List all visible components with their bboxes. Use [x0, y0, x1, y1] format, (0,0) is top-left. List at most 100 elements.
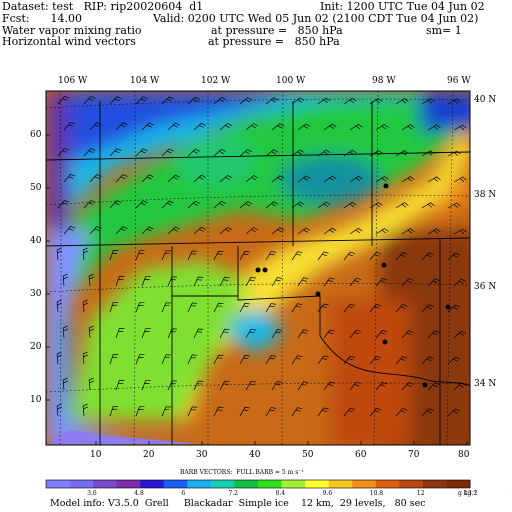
field1-name: Water vapor mixing ratio [2, 24, 142, 37]
colorbar-swatch [328, 480, 353, 488]
wind-barb [239, 406, 250, 417]
wind-barb [135, 96, 148, 105]
wind-barb [161, 148, 174, 157]
wind-barb [89, 122, 102, 131]
wind-barb [141, 328, 151, 339]
wind-barb [239, 250, 250, 261]
colorbar-swatch [116, 480, 141, 488]
wind-barb [89, 174, 102, 183]
x-tick-label: 20 [143, 450, 155, 460]
wind-barb [421, 252, 434, 261]
wind-barb [213, 148, 227, 157]
wind-barb [245, 123, 259, 131]
wind-barb [115, 122, 128, 131]
wind-barb [57, 95, 70, 105]
city-marker [381, 262, 387, 268]
wind-barb [447, 202, 461, 209]
wind-barb [57, 147, 70, 157]
wind-barb [323, 329, 335, 339]
wind-barb [447, 356, 460, 365]
lon-label: 104 W [130, 76, 160, 86]
colorbar-swatch [446, 480, 471, 488]
wind-barb [187, 406, 198, 417]
wind-barb [453, 228, 467, 235]
wind-barb [82, 351, 89, 365]
wind-barb [401, 382, 414, 391]
colorbar-unit: g kg⁻¹ [458, 490, 477, 497]
colorbar-tick-label: 8.4 [275, 490, 286, 497]
x-tick-label: 80 [458, 450, 470, 460]
wind-barb [109, 302, 119, 313]
wind-barb [245, 175, 259, 183]
wind-barb [395, 408, 408, 417]
wind-barb [135, 148, 148, 157]
wind-barb [219, 174, 233, 183]
colorbar-swatch [140, 480, 165, 488]
wind-barb [109, 406, 119, 417]
x-tick-label: 10 [90, 450, 102, 460]
wind-barb [82, 299, 89, 313]
colorbar-swatch [187, 480, 212, 488]
wind-barb [57, 199, 70, 209]
city-marker [383, 183, 389, 189]
wind-barb [453, 124, 467, 131]
city-marker [422, 382, 428, 388]
wind-barb [317, 355, 329, 365]
colorbar-swatch [281, 480, 306, 488]
wind-barb [369, 201, 383, 209]
wind-barb [83, 148, 96, 157]
wind-barb [297, 329, 309, 339]
y-tick-label: 20 [30, 342, 42, 352]
wind-barb [343, 251, 355, 261]
axis-ticks [46, 134, 468, 445]
lat-label: 40 N [474, 95, 497, 105]
wind-barb [109, 354, 119, 365]
wind-barb [187, 96, 200, 105]
wind-barb [167, 174, 180, 183]
wind-barb [89, 226, 102, 235]
wind-barb [213, 354, 224, 365]
barb-legend: BARB VECTORS: FULL BARB = 5 m s⁻¹ [180, 469, 304, 476]
wind-barb [317, 303, 329, 313]
colorbar-swatch [352, 480, 377, 488]
wind-barb [349, 381, 362, 391]
wind-barb [56, 299, 63, 313]
field1-level: at pressure = 850 hPa [211, 24, 343, 37]
city-marker [382, 339, 388, 345]
wind-barb [447, 150, 461, 157]
wind-barb [187, 354, 198, 365]
colorbar-swatch [375, 480, 400, 488]
wind-barb [421, 408, 434, 417]
wind-barb [109, 96, 122, 105]
wind-barb [369, 355, 382, 365]
wind-barb [343, 149, 357, 157]
wind-barb [369, 407, 382, 417]
field1-smoothing: sm= 1 [426, 24, 462, 37]
wind-barb [447, 408, 460, 417]
wind-barb [271, 329, 283, 339]
wind-barb [141, 380, 151, 391]
colorbar-tick-label: 9.6 [322, 490, 333, 497]
colorbar-tick-label: 4.8 [134, 490, 144, 497]
valid-time-label: Valid: 0200 UTC Wed 05 Jun 02 (2100 CDT … [153, 12, 479, 25]
wind-barb [213, 200, 227, 209]
wind-barb [447, 304, 460, 313]
colorbar-tick-label: 10.8 [369, 490, 384, 497]
colorbar-swatch [210, 480, 235, 488]
x-tick-label: 50 [302, 450, 314, 460]
x-tick-label: 60 [355, 450, 367, 460]
wind-barb [343, 355, 355, 365]
wind-barb [427, 124, 441, 131]
wind-barb [297, 227, 311, 235]
city-marker [445, 304, 451, 310]
wind-barb [447, 252, 460, 261]
latlon-grid [46, 91, 470, 445]
wind-barb [401, 278, 414, 287]
init-time-label: Init: 1200 UTC Tue 04 Jun 02 [320, 0, 485, 13]
wind-barb [193, 174, 206, 183]
wind-barb [291, 149, 305, 157]
y-tick-label: 30 [30, 289, 42, 299]
wind-barb [213, 302, 224, 313]
wind-barb [323, 277, 335, 287]
wind-barb [291, 407, 303, 417]
